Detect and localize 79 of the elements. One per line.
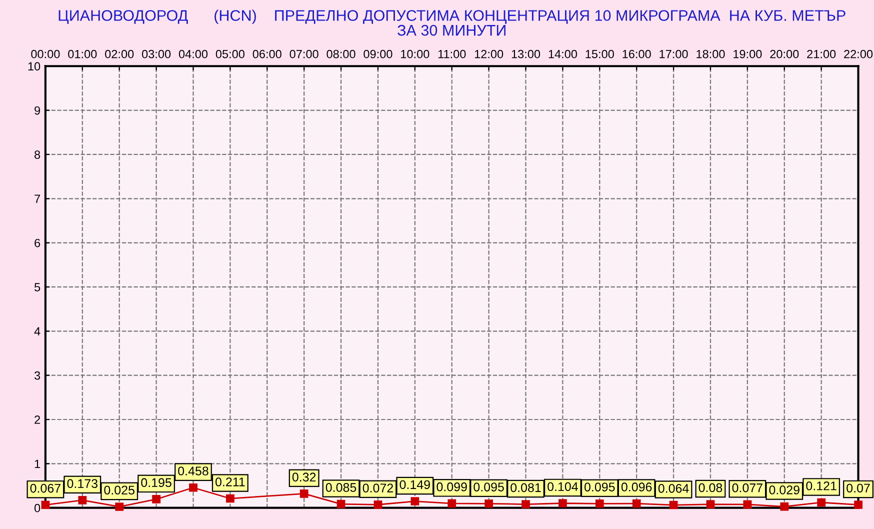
- point: [448, 499, 456, 508]
- point: [189, 483, 198, 492]
- point: [669, 500, 678, 510]
- point: [743, 500, 752, 509]
- point: [300, 490, 308, 498]
- x-tick-label: 02:00: [105, 50, 134, 58]
- x-tick-label: 01:00: [68, 50, 97, 58]
- y-tick-label: 0: [34, 504, 40, 512]
- data-label: 0.32: [292, 472, 316, 482]
- point: [410, 497, 420, 506]
- y-tick-label: 1: [34, 460, 40, 468]
- point: [558, 499, 567, 508]
- y-tick-label: 3: [34, 371, 40, 380]
- data-label: 0.07: [846, 484, 870, 493]
- y-tick-label: 5: [34, 283, 40, 292]
- data-label: 0.211: [215, 477, 245, 486]
- data-label: 0.081: [510, 483, 541, 492]
- point: [632, 499, 641, 508]
- point: [226, 494, 234, 503]
- data-label: 0.195: [141, 478, 172, 488]
- x-tick-label: 15:00: [586, 50, 614, 58]
- point: [41, 500, 50, 510]
- data-label: 0.029: [769, 486, 800, 494]
- x-tick-label: 22:00: [844, 50, 873, 58]
- point: [484, 499, 493, 508]
- data-label: 0.025: [104, 486, 134, 495]
- x-tick-label: 04:00: [178, 50, 208, 58]
- data-label: 0.149: [400, 480, 430, 490]
- point: [336, 500, 346, 508]
- x-tick-label: 11:00: [438, 50, 466, 58]
- data-label: 0.099: [436, 482, 467, 492]
- y-tick-label: 9: [34, 106, 40, 115]
- data-label: 0.072: [362, 484, 393, 492]
- point: [115, 502, 124, 511]
- x-tick-label: 09:00: [364, 50, 392, 58]
- y-tick-label: 4: [34, 327, 40, 336]
- x-tick-label: 21:00: [807, 50, 836, 58]
- data-label: 0.173: [67, 479, 98, 488]
- y-tick-label: 8: [34, 150, 40, 159]
- data-label: 0.095: [474, 482, 504, 492]
- data-label: 0.077: [732, 483, 762, 492]
- x-tick-label: 07:00: [290, 50, 318, 58]
- point: [78, 496, 87, 504]
- data-label: 0.085: [326, 483, 356, 492]
- x-tick-label: 10:00: [401, 50, 430, 58]
- x-tick-label: 18:00: [696, 50, 725, 58]
- point: [706, 500, 715, 508]
- y-tick-label: 7: [34, 194, 40, 203]
- x-tick-label: 19:00: [734, 50, 762, 58]
- x-tick-label: 16:00: [622, 50, 651, 58]
- data-label: 0.064: [658, 484, 689, 493]
- point: [854, 500, 862, 509]
- x-tick-label: 20:00: [770, 50, 799, 58]
- data-label: 0.121: [806, 481, 836, 490]
- x-tick-label: 08:00: [326, 50, 356, 58]
- point: [595, 499, 604, 508]
- y-tick-label: 10: [28, 62, 40, 71]
- x-tick-label: 13:00: [512, 50, 540, 58]
- point: [817, 498, 826, 507]
- data-label: 0.458: [178, 466, 208, 476]
- data-label: 0.067: [30, 484, 60, 493]
- point: [374, 500, 382, 509]
- point: [780, 502, 789, 511]
- data-label: 0.095: [584, 482, 615, 492]
- x-tick-label: 17:00: [660, 50, 688, 58]
- data-label: 0.08: [698, 483, 722, 492]
- x-tick-label: 00:00: [31, 50, 60, 58]
- data-label: 0.096: [621, 482, 652, 492]
- point: [152, 495, 160, 504]
- x-tick-label: 03:00: [142, 50, 171, 58]
- y-tick-label: 2: [34, 416, 40, 424]
- x-tick-label: 05:00: [216, 50, 244, 58]
- chart-title: ЦИАНОВОДОРОД (HCN) ПРЕДЕЛНО ДОПУСТИМА КОНЦЕНТРАЦИЯ 10 МИКРОГРАМА НА КУБ. МЕТЪР ЗА 30 МИНУТИ: [58, 10, 846, 36]
- y-tick-label: 6: [34, 238, 40, 248]
- x-tick-label: 12:00: [474, 50, 504, 58]
- x-tick-label: 06:00: [252, 50, 282, 58]
- x-tick-label: 14:00: [548, 50, 578, 58]
- data-label: 0.104: [548, 482, 578, 492]
- point: [522, 500, 530, 508]
